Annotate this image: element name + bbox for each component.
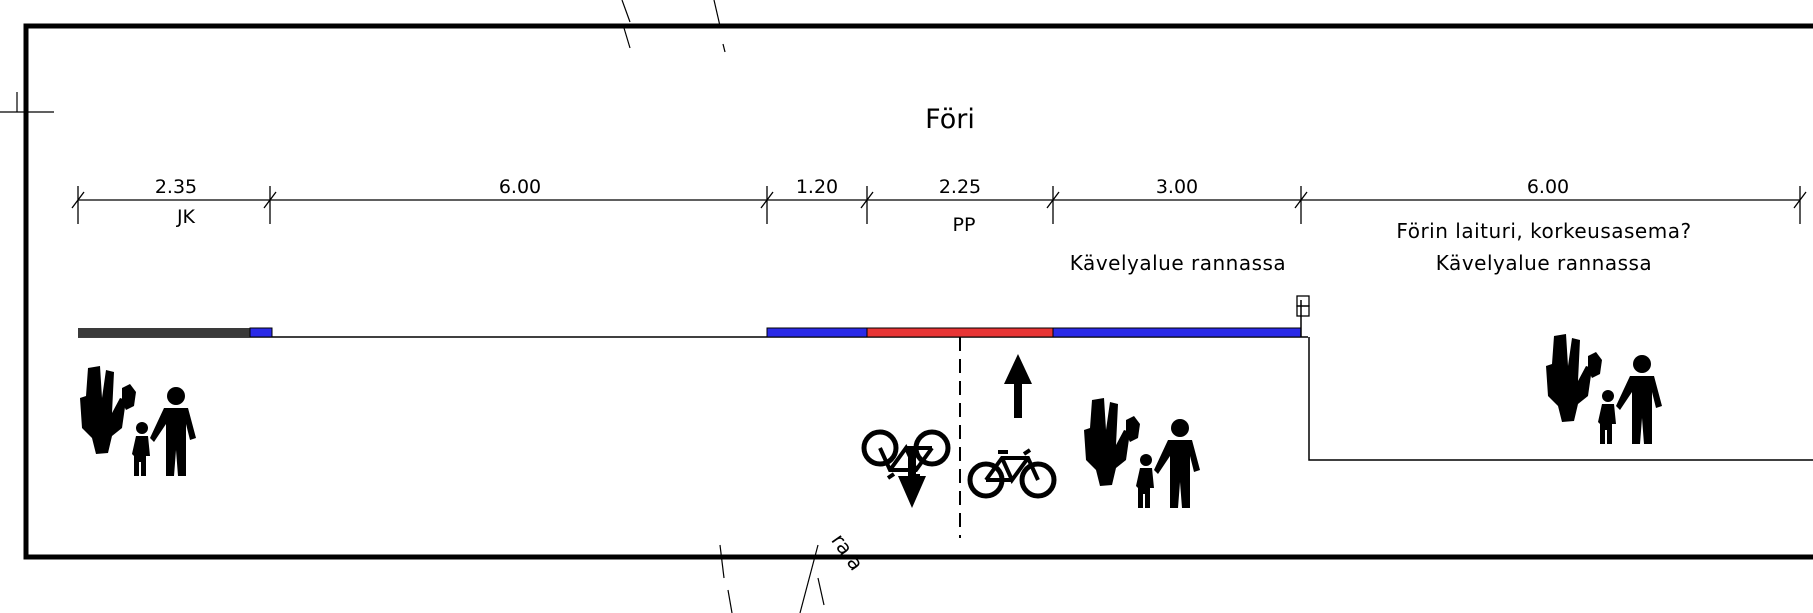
dimension-value-platform: 6.00 [1527, 176, 1569, 198]
bike-lane-surface [866, 327, 1054, 338]
ground-profile [78, 295, 1813, 538]
dimension-tick-slash [1046, 191, 1060, 209]
construction-lines [0, 0, 825, 613]
drawing-title: Föri [925, 104, 975, 135]
stray-label: ra a [827, 529, 869, 575]
dimension-tick-slash [860, 191, 874, 209]
note-shore-walk-right: Kävelyalue rannassa [1436, 251, 1652, 275]
dimension-tick-slash [1294, 191, 1308, 209]
dimension-labels: 2.35 JK 6.00 1.20 2.25 PP 3.00 6.00 [155, 176, 1569, 236]
dimension-tick-slash [71, 191, 85, 209]
arrow-up-icon [1004, 354, 1032, 418]
dimension-value-road: 6.00 [499, 176, 541, 198]
dimension-value-strip: 1.20 [796, 176, 838, 198]
bicycle-icon [970, 450, 1054, 496]
arrow-down-icon [898, 450, 926, 508]
shore-walk-surface [1052, 327, 1302, 338]
note-ferry-platform: Förin laituri, korkeusasema? [1396, 219, 1691, 243]
dimension-value-shore: 3.00 [1156, 176, 1198, 198]
drawing-frame [23, 23, 1813, 560]
pedestrians-icon [1546, 334, 1662, 444]
separator-strip [766, 327, 868, 338]
dimension-tick-slash [263, 191, 277, 209]
bicycle-icon [864, 432, 948, 478]
curb-strip-left [249, 327, 273, 338]
pedestrians-icon [1084, 398, 1200, 508]
dimension-value-pp: 2.25 [939, 176, 981, 198]
dimension-line [71, 186, 1807, 224]
dimension-tick-slash [1793, 191, 1807, 209]
sidewalk-surface [78, 328, 250, 337]
dimension-value-jk: 2.35 [155, 176, 197, 198]
dimension-tick-slash [760, 191, 774, 209]
note-shore-walk-left: Kävelyalue rannassa [1070, 251, 1286, 275]
pedestrians-icon [80, 366, 196, 476]
dimension-sublabel-jk: JK [176, 206, 196, 228]
dimension-sublabel-pp: PP [953, 214, 976, 236]
